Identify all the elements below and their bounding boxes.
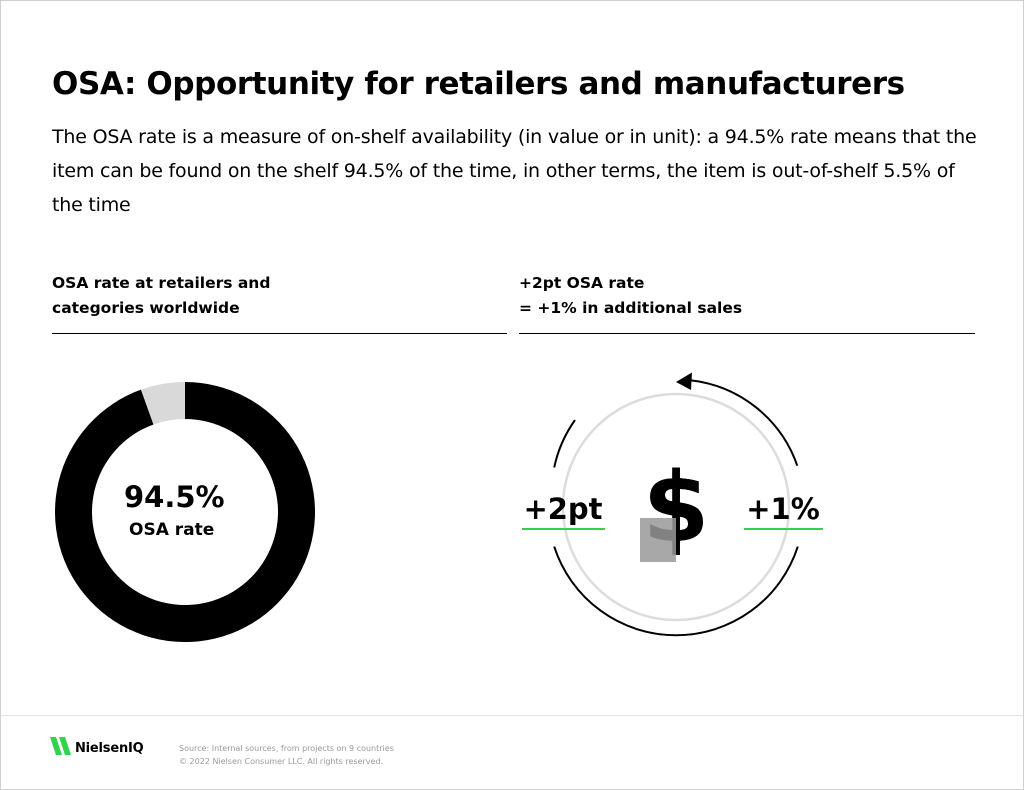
inner-gray-ring xyxy=(561,392,791,622)
donut-center-label: OSA rate xyxy=(129,520,215,540)
brand-name: NielsenIQ xyxy=(75,741,144,756)
sales-cycle-diagram: $ $ +2pt +1% xyxy=(522,372,823,637)
page-subtitle: The OSA rate is a measure of on-shelf av… xyxy=(52,126,977,216)
right-section-label: +2pt OSA rate = +1% in additional sales xyxy=(519,271,742,321)
nielseniq-logo-icon xyxy=(50,736,71,755)
page-title: OSA: Opportunity for retailers and manuf… xyxy=(52,66,905,102)
left-label-line1: OSA rate at retailers and xyxy=(52,274,271,292)
donut-center-value: 94.5% xyxy=(124,480,225,514)
source-note: Source: Internal sources, from projects … xyxy=(179,744,394,753)
osa-donut-chart xyxy=(54,382,316,642)
donut-slice-out-of-shelf xyxy=(140,382,185,425)
left-section-divider xyxy=(52,333,507,334)
right-section-divider xyxy=(519,333,975,334)
footer-divider xyxy=(0,715,1024,716)
right-label-line1: +2pt OSA rate xyxy=(519,274,645,292)
left-section-label: OSA rate at retailers and categories wor… xyxy=(52,271,270,321)
sales-increase-value: +1% xyxy=(746,492,820,526)
right-label-line2: = +1% in additional sales xyxy=(519,299,743,317)
circular-arrow-icon xyxy=(553,372,799,637)
copyright-note: © 2022 Nielsen Consumer LLC. All rights … xyxy=(179,757,384,766)
dollar-sign-icon: $ $ xyxy=(640,452,709,564)
footnotes: Source: Internal sources, from projects … xyxy=(179,742,394,768)
left-label-line2: categories worldwide xyxy=(52,299,240,317)
brand-logo: NielsenIQ xyxy=(50,735,144,756)
osa-increase-value: +2pt xyxy=(523,492,602,526)
